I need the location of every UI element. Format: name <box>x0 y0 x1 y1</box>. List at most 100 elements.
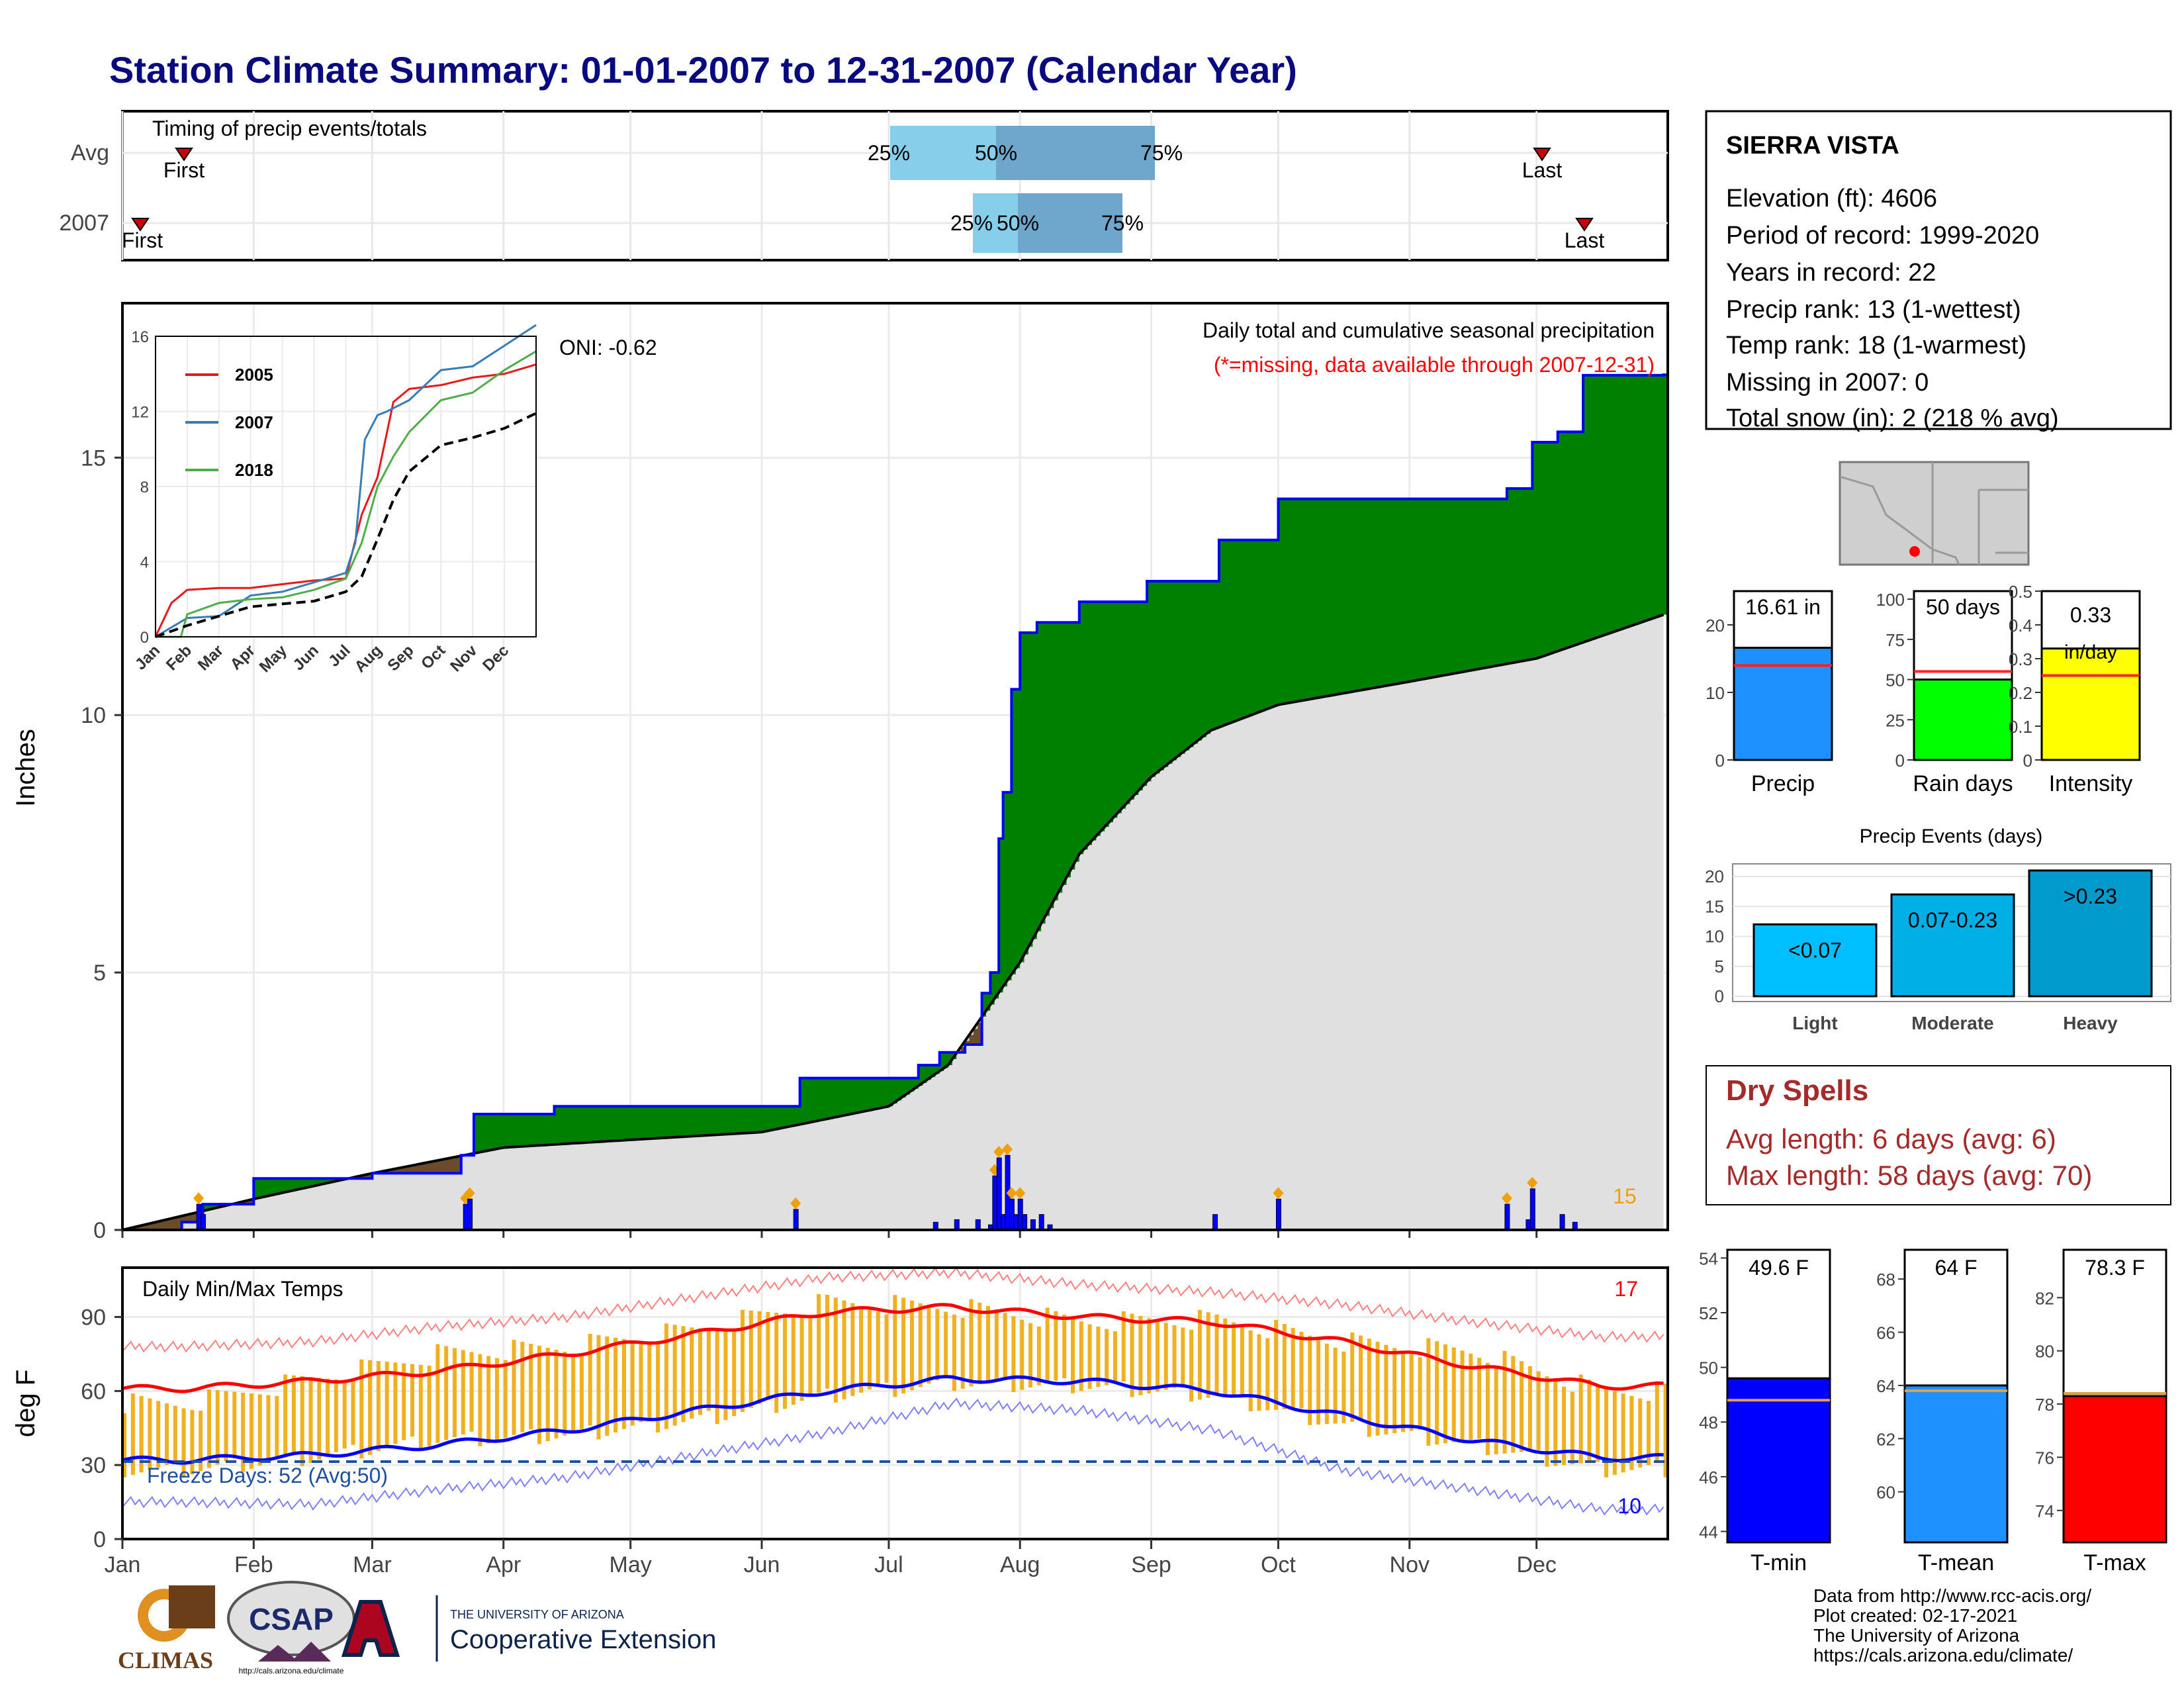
daily-temp-range-bar <box>1265 1338 1270 1411</box>
daily-temp-range-bar <box>1181 1327 1185 1386</box>
daily-temp-range-bar <box>1248 1330 1253 1411</box>
inset-ytick-label: 8 <box>140 479 149 496</box>
daily-temp-range-bar <box>935 1309 940 1381</box>
event-bar-text: 0.07-0.23 <box>1908 908 1997 932</box>
summary-mini-bars: 0 10 20 16.61 in Precip 0 25 50 75 100 50 days Rain… <box>1706 582 2141 796</box>
daily-temp-range-bar <box>1214 1314 1219 1396</box>
daily-temp-range-bar <box>385 1362 389 1448</box>
avg-q25-label: 25% <box>868 141 910 165</box>
ua-small-text: THE UNIVERSITY OF ARIZONA <box>450 1608 624 1621</box>
mini-bar-category-label: Precip <box>1751 771 1815 796</box>
daily-temp-range-bar <box>300 1376 304 1467</box>
daily-temp-range-bar <box>1527 1366 1532 1452</box>
daily-temp-range-bar <box>376 1360 381 1452</box>
daily-temp-range-bar <box>1333 1347 1338 1424</box>
daily-temp-range-bar <box>334 1379 338 1452</box>
daily-temp-range-bar <box>283 1374 288 1456</box>
daily-temp-range-bar <box>469 1352 474 1432</box>
mini-bar-ytick-label: 0 <box>1715 751 1725 771</box>
daily-temp-range-bar <box>909 1300 914 1391</box>
mini-bar-ytick-label: 100 <box>1876 590 1905 610</box>
oni-label: ONI: -0.62 <box>559 336 657 359</box>
daily-precip-bar <box>467 1198 473 1231</box>
daily-temp-range-bar <box>545 1348 550 1442</box>
mini-bar-ytick-label: 0.5 <box>2009 582 2032 602</box>
daily-temp-range-bar <box>1638 1398 1643 1468</box>
daily-temp-range-bar <box>901 1297 906 1394</box>
daily-temp-range-bar <box>621 1338 626 1429</box>
daily-temp-range-bar <box>817 1293 821 1393</box>
daily-temp-range-bar <box>1460 1350 1465 1441</box>
inset-legend: 2005 2007 2018 <box>185 365 273 480</box>
daily-temp-range-bar <box>1105 1329 1109 1385</box>
daily-temp-range-bar <box>452 1348 457 1438</box>
university-logo: THE UNIVERSITY OF ARIZONA Cooperative Ex… <box>341 1595 716 1662</box>
avg-last-marker <box>1533 148 1551 162</box>
daily-temp-range-bar <box>833 1297 838 1403</box>
temp-bar-ytick-label: 80 <box>2035 1342 2054 1362</box>
daily-temp-range-bar <box>1494 1368 1498 1455</box>
daily-temp-range-bar <box>732 1331 737 1416</box>
daily-temp-range-bar <box>630 1340 635 1426</box>
precip-ytick-label: 0 <box>93 1218 106 1243</box>
cumulative-2007-line <box>122 373 1668 1231</box>
daily-temp-range-bar <box>291 1375 296 1452</box>
daily-precip-marker <box>1273 1187 1284 1199</box>
daily-temp-range-bar <box>1451 1347 1456 1442</box>
daily-temp-range-bar <box>706 1329 711 1411</box>
daily-temp-range-bar <box>614 1337 618 1432</box>
station-line-5: Temp rank: 18 (1-warmest) <box>1726 332 2026 359</box>
daily-temp-range-bar <box>799 1315 804 1401</box>
daily-temp-range-bar <box>605 1336 610 1436</box>
event-bar-heavy <box>2028 869 2153 998</box>
precip-ylabel: Inches <box>11 729 40 807</box>
daily-temp-range-bar <box>537 1346 541 1444</box>
temp-ytick-label: 0 <box>93 1527 106 1552</box>
footer-line-4: https://cals.arizona.edu/climate/ <box>1813 1645 2073 1665</box>
inset-line-average <box>155 412 537 638</box>
avg-first-label: First <box>163 158 205 182</box>
event-bar-light <box>1752 923 1878 998</box>
mini-bar-ytick-label: 0.4 <box>2009 616 2032 635</box>
daily-temp-range-bar <box>1511 1356 1516 1453</box>
footer-credits: Data from http://www.rcc-acis.org/ Plot … <box>1813 1585 2091 1665</box>
mini-bar-value-label: in/day <box>2064 641 2117 663</box>
events-ytick-label: 0 <box>1715 986 1724 1006</box>
daily-temp-range-bar <box>1443 1344 1447 1444</box>
month-tick-label: Nov <box>1390 1552 1430 1577</box>
temp-bar-ytick-label: 52 <box>1699 1303 1718 1323</box>
daily-temp-range-bar <box>1240 1326 1244 1395</box>
daily-precip-bar <box>1275 1198 1281 1231</box>
daily-precip-bar <box>975 1219 981 1231</box>
daily-precip-marker <box>1501 1192 1512 1205</box>
daily-temp-range-bar <box>1367 1338 1371 1437</box>
daily-precip-marker <box>464 1187 475 1199</box>
daily-temp-range-bar <box>1070 1318 1075 1393</box>
average-cumulative-line <box>122 613 1664 1231</box>
inset-line-2007 <box>155 324 537 638</box>
daily-temp-range-bar <box>681 1326 686 1423</box>
daily-temp-range-bar <box>308 1377 313 1464</box>
avg-last-label: Last <box>1522 158 1563 182</box>
month-tick-label: Oct <box>1261 1552 1296 1577</box>
month-tick-label: Jul <box>874 1552 903 1577</box>
daily-temp-range-bar <box>122 1413 126 1477</box>
daily-temp-range-bar <box>173 1405 177 1463</box>
mini-bar-value-label: 50 days <box>1926 595 2000 619</box>
daily-temp-range-bar <box>410 1364 415 1437</box>
daily-temp-range-bar <box>918 1303 923 1387</box>
station-location-dot <box>1909 546 1920 557</box>
daily-temp-range-bar <box>588 1334 592 1426</box>
daily-temp-range-bar <box>647 1342 652 1419</box>
daily-temp-range-bar <box>1054 1311 1058 1381</box>
daily-temp-range-bar <box>224 1391 228 1462</box>
daily-precip-bar <box>954 1219 960 1231</box>
temp-max-count: 17 <box>1614 1277 1638 1301</box>
daily-temp-range-bar <box>1469 1353 1473 1440</box>
daily-temp-range-bar <box>1502 1350 1507 1454</box>
avg-q50-label: 50% <box>975 141 1017 165</box>
daily-temp-range-bar <box>850 1303 855 1396</box>
daily-temp-range-bar <box>241 1392 246 1472</box>
